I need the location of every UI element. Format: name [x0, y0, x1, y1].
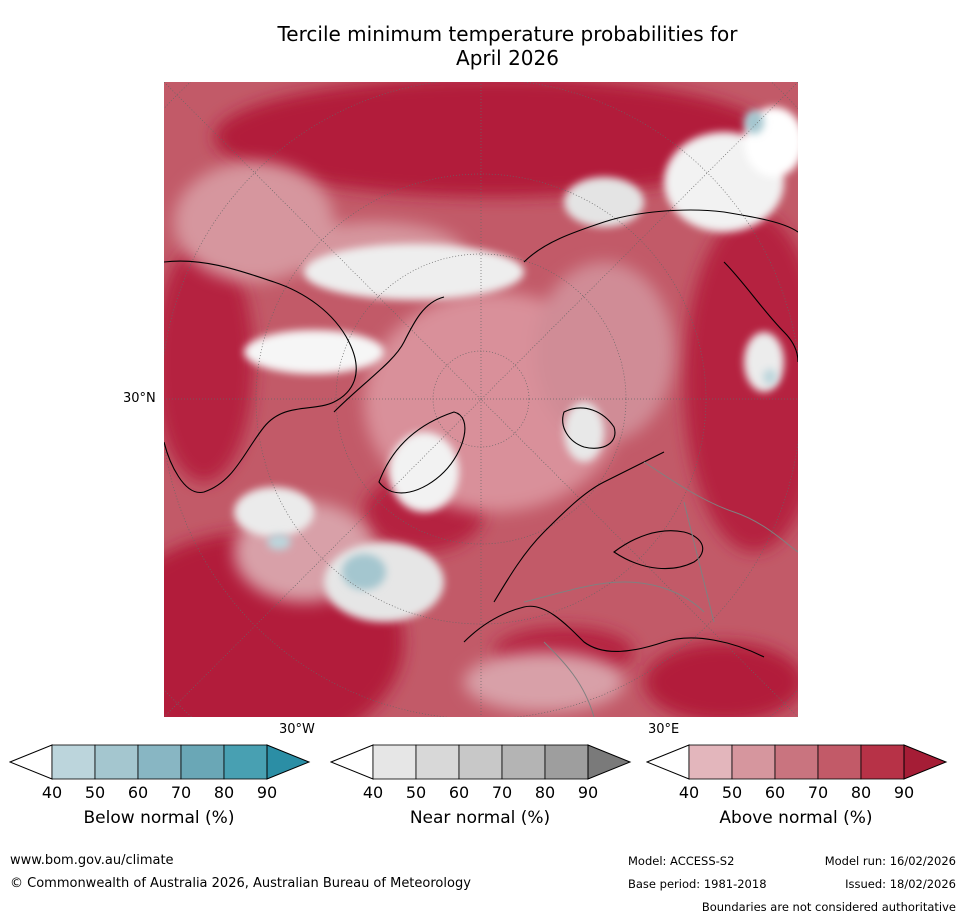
website-text: www.bom.gov.au/climate [10, 853, 174, 868]
colorbar-near-segment [372, 744, 417, 780]
map-canvas [164, 82, 798, 717]
chart-title: Tercile minimum temperature probabilitie… [0, 22, 965, 70]
colorbar-below-segment [137, 744, 182, 780]
model-run-text: Model run: 16/02/2026 [824, 854, 956, 868]
colorbar-tick-label: 40 [41, 783, 63, 802]
colorbar-tick-label: 90 [893, 783, 915, 802]
colorbar-above-low-extend [646, 744, 690, 780]
colorbar-tick-label: 70 [491, 783, 513, 802]
colorbar-above [646, 744, 948, 780]
colorbar-tick-label: 50 [405, 783, 427, 802]
colorbar-below-segment [223, 744, 268, 780]
colorbar-tick-label: 70 [170, 783, 192, 802]
lon-label-30w: 30°W [279, 722, 315, 737]
lat-label-30n: 30°N [123, 391, 156, 406]
colorbar-tick-label: 70 [807, 783, 829, 802]
colorbar-near-segment [458, 744, 503, 780]
title-line-2: April 2026 [456, 46, 559, 70]
colorbar-above-high-extend [903, 744, 948, 780]
colorbar-near-segment [544, 744, 589, 780]
colorbar-tick-label: 50 [84, 783, 106, 802]
colorbar-above-segment [860, 744, 905, 780]
country-borders [523, 461, 798, 717]
graticule [164, 82, 798, 717]
colorbar-below [9, 744, 311, 780]
colorbar-above-segment [688, 744, 733, 780]
title-line-1: Tercile minimum temperature probabilitie… [277, 22, 738, 46]
colorbar-tick-label: 60 [127, 783, 149, 802]
colorbar-below-title: Below normal (%) [83, 808, 235, 828]
colorbar-near [330, 744, 632, 780]
probability-map [164, 82, 798, 717]
colorbar-tick-label: 80 [850, 783, 872, 802]
colorbar-above-title: Above normal (%) [719, 808, 873, 828]
colorbar-near-low-extend [330, 744, 374, 780]
colorbar-tick-label: 40 [678, 783, 700, 802]
base-period-text: Base period: 1981-2018 [628, 877, 767, 891]
colorbar-tick-label: 60 [448, 783, 470, 802]
colorbar-below-low-extend [9, 744, 53, 780]
disclaimer-text: Boundaries are not considered authoritat… [701, 900, 956, 914]
colorbar-near-segment [415, 744, 460, 780]
colorbar-tick-label: 90 [256, 783, 278, 802]
copyright-text: © Commonwealth of Australia 2026, Austra… [10, 876, 471, 891]
colorbar-below-segment [51, 744, 96, 780]
lon-label-30e: 30°E [648, 722, 680, 737]
colorbar-tick-label: 80 [534, 783, 556, 802]
colorbar-below-high-extend [266, 744, 311, 780]
issued-text: Issued: 18/02/2026 [845, 877, 956, 891]
colorbar-below-segment [94, 744, 139, 780]
greenland-outline [378, 411, 466, 494]
colorbar-near-high-extend [587, 744, 632, 780]
colorbar-near-title: Near normal (%) [409, 808, 551, 828]
colorbar-near-segment [501, 744, 546, 780]
colorbar-tick-label: 90 [577, 783, 599, 802]
colorbar-above-segment [774, 744, 819, 780]
colorbar-tick-label: 40 [362, 783, 384, 802]
colorbar-above-segment [817, 744, 862, 780]
colorbar-below-segment [180, 744, 225, 780]
coastlines [164, 209, 798, 658]
colorbar-tick-label: 50 [721, 783, 743, 802]
colorbar-tick-label: 80 [213, 783, 235, 802]
colorbar-tick-label: 60 [764, 783, 786, 802]
colorbar-above-segment [731, 744, 776, 780]
below-normal-areas [267, 110, 777, 590]
model-text: Model: ACCESS-S2 [628, 854, 735, 868]
